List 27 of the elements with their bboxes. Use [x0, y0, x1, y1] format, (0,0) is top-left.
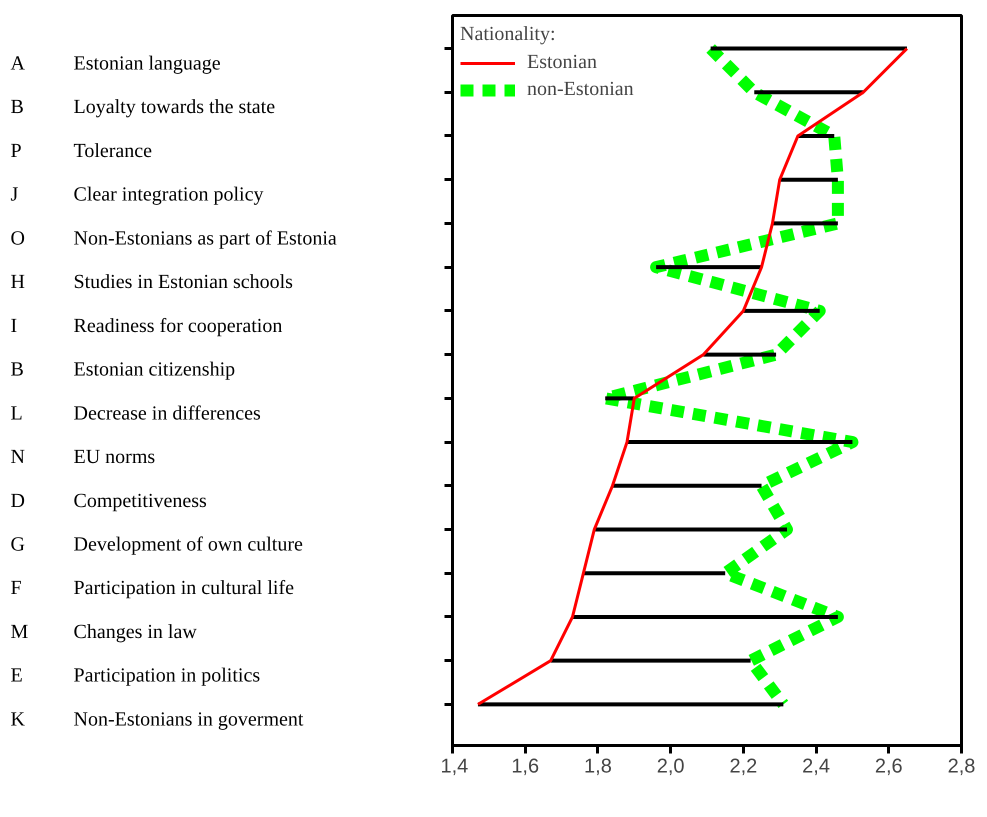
x-tick-label: 2,0	[656, 756, 685, 778]
category-label: L Decrease in differences	[10, 402, 261, 424]
category-label: I Readiness for cooperation	[10, 314, 282, 337]
category-label: H Studies in Estonian schools	[10, 271, 293, 294]
x-tick-label: 2,6	[874, 756, 903, 778]
category-label: D Competitiveness	[10, 490, 207, 512]
legend-label: Estonian	[527, 51, 597, 74]
category-label: E Participation in politics	[10, 664, 260, 687]
x-tick-label: 1,6	[511, 756, 540, 778]
category-label: B Estonian citizenship	[10, 358, 236, 381]
x-tick-label: 2,8	[948, 756, 976, 778]
x-tick-label: 2,2	[729, 756, 758, 778]
legend-title: Nationality:	[460, 23, 557, 46]
category-label: M Changes in law	[10, 620, 197, 643]
category-label: A Estonian language	[10, 52, 221, 75]
category-label: K Non-Estonians in goverment	[10, 708, 304, 730]
x-tick-label: 1,8	[584, 756, 612, 778]
x-tick-label: 1,4	[440, 756, 468, 778]
category-label: G Development of own culture	[10, 533, 303, 556]
category-label: N EU norms	[10, 446, 156, 468]
category-label: J Clear integration policy	[10, 184, 264, 206]
category-label: P Tolerance	[10, 140, 152, 162]
category-label: B Loyalty towards the state	[10, 96, 276, 118]
x-tick-label: 2,4	[802, 756, 830, 778]
legend-label: non-Estonian	[527, 78, 634, 101]
category-label: O Non-Estonians as part of Estonia	[10, 227, 337, 250]
category-label: F Participation in cultural life	[10, 577, 294, 600]
